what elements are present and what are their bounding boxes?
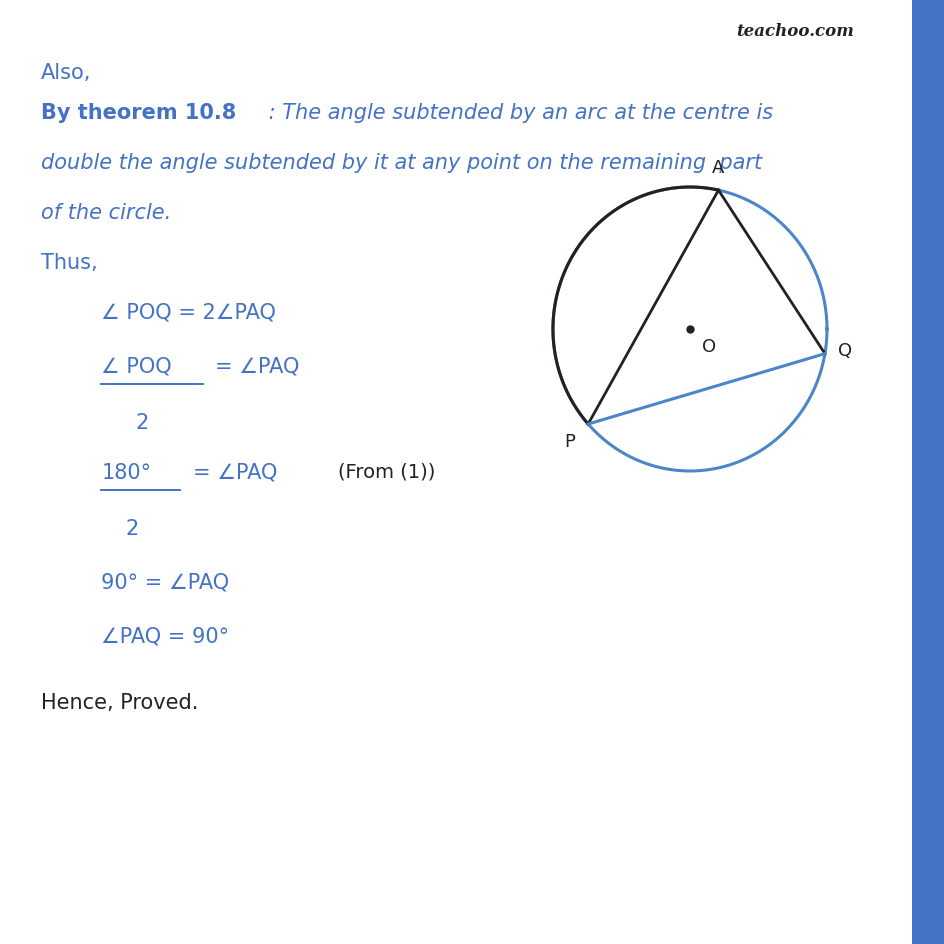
Text: A: A [712, 159, 724, 177]
Text: = ∠PAQ: = ∠PAQ [193, 463, 278, 482]
Text: teachoo.com: teachoo.com [735, 23, 853, 40]
Text: ∠PAQ = 90°: ∠PAQ = 90° [101, 626, 229, 647]
Text: double the angle subtended by it at any point on the remaining  part: double the angle subtended by it at any … [41, 153, 761, 173]
Text: of the circle.: of the circle. [41, 203, 171, 223]
Text: O: O [700, 338, 715, 356]
Text: 180°: 180° [101, 463, 151, 482]
Text: 2: 2 [126, 518, 139, 538]
Text: P: P [564, 432, 574, 450]
Text: Q: Q [837, 342, 851, 360]
Text: 2: 2 [135, 413, 148, 432]
Text: 90° = ∠PAQ: 90° = ∠PAQ [101, 572, 229, 593]
Text: By theorem 10.8: By theorem 10.8 [41, 103, 236, 123]
Text: Also,: Also, [41, 63, 91, 83]
Text: Thus,: Thus, [41, 253, 97, 273]
Text: : The angle subtended by an arc at the centre is: : The angle subtended by an arc at the c… [262, 103, 773, 123]
Text: ∠ POQ = 2∠PAQ: ∠ POQ = 2∠PAQ [101, 303, 276, 323]
Text: = ∠PAQ: = ∠PAQ [215, 357, 299, 377]
Text: Hence, Proved.: Hence, Proved. [41, 692, 197, 712]
Text: (From (1)): (From (1)) [337, 463, 434, 481]
Text: ∠ POQ: ∠ POQ [101, 357, 172, 377]
